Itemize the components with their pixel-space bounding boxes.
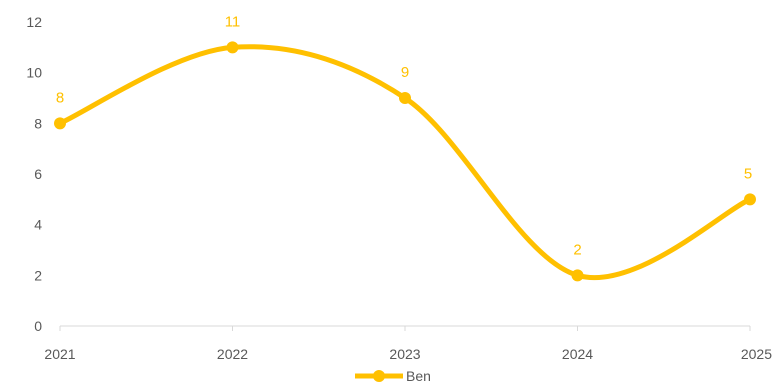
data-point <box>54 117 66 130</box>
y-tick-label: 0 <box>34 318 42 334</box>
x-tick-label: 2023 <box>389 346 420 362</box>
y-tick-label: 10 <box>26 65 42 81</box>
legend-label-ben: Ben <box>406 368 431 384</box>
x-axis-ticks: 2021 2022 2023 2024 2025 <box>44 326 772 362</box>
y-axis-ticks: 0 2 4 6 8 10 12 <box>26 14 42 334</box>
x-tick-label: 2025 <box>741 346 772 362</box>
y-tick-label: 4 <box>34 217 42 233</box>
data-point <box>399 92 411 104</box>
legend: Ben <box>355 368 431 384</box>
data-labels: 8 11 9 2 5 <box>56 13 752 258</box>
data-label: 5 <box>744 165 752 182</box>
data-point <box>226 41 239 54</box>
data-point <box>571 269 584 282</box>
legend-marker-ben <box>373 370 385 382</box>
y-tick-label: 2 <box>34 267 42 283</box>
data-point <box>744 193 756 206</box>
x-tick-label: 2024 <box>562 346 593 362</box>
data-points <box>54 41 756 282</box>
data-label: 9 <box>401 64 409 81</box>
data-label: 11 <box>225 13 241 30</box>
y-tick-label: 6 <box>34 166 42 182</box>
series-line-ben <box>57 44 753 280</box>
x-tick-label: 2021 <box>44 346 75 362</box>
data-label: 2 <box>573 241 581 258</box>
data-label: 8 <box>56 89 64 106</box>
y-tick-label: 8 <box>34 115 42 131</box>
y-tick-label: 12 <box>26 14 42 30</box>
x-tick-label: 2022 <box>217 346 248 362</box>
